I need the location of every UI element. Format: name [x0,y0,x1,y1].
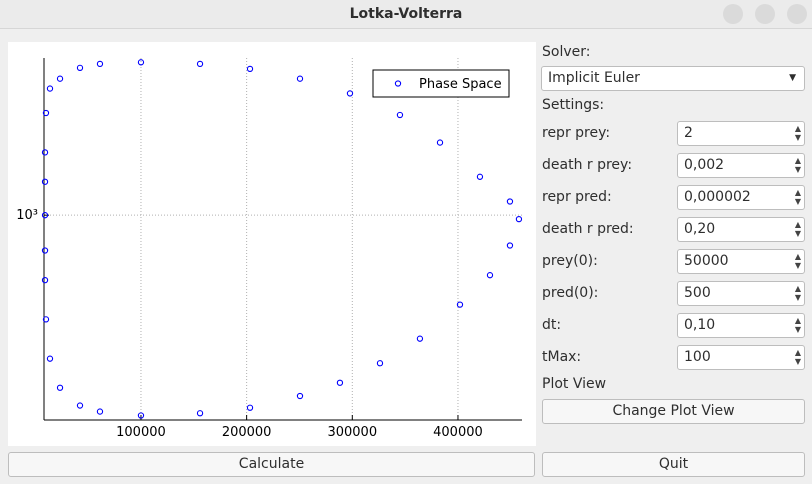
point [246,404,254,411]
point [56,75,64,82]
maximize-button[interactable] [755,4,775,24]
x-tick-label: 300000 [327,425,377,440]
minimize-button[interactable] [723,4,743,24]
close-button[interactable] [787,4,807,24]
point [336,379,344,386]
field-label: death r prey: [542,157,633,173]
legend-label: Phase Space [419,77,502,92]
y-tick-label: 10³ [16,208,38,223]
field-value: 100 [684,349,711,365]
point [41,247,49,254]
point [137,59,145,66]
point [246,65,254,73]
field-value: 0,000002 [684,189,751,205]
spin-box[interactable]: 0,000002 ▲ ▼ [677,185,805,210]
field-value: 500 [684,285,711,301]
solver-label: Solver: [542,44,591,60]
point [416,335,424,342]
field-label: prey(0): [542,253,598,269]
chart: 100000 200000 300000 400000 10³ Phase Space [8,42,536,446]
point [42,316,50,323]
point [41,178,49,185]
point [346,90,354,97]
point [41,149,49,156]
spin-arrows[interactable]: ▲ ▼ [794,220,801,238]
point [96,60,104,68]
field-label: tMax: [542,349,582,365]
spin-box[interactable]: 500 ▲ ▼ [677,281,805,306]
settings-label: Settings: [542,97,605,113]
point [506,242,514,249]
spin-box[interactable]: 2 ▲ ▼ [677,121,805,146]
spin-arrows[interactable]: ▲ ▼ [794,316,801,334]
spin-box[interactable]: 0,20 ▲ ▼ [677,217,805,242]
quit-button[interactable]: Quit [542,452,805,477]
spin-arrows[interactable]: ▲ ▼ [794,348,801,366]
point [476,173,484,180]
field-label: pred(0): [542,285,599,301]
point [46,355,54,362]
spin-arrows[interactable]: ▲ ▼ [794,156,801,174]
point [76,402,84,409]
field-value: 0,10 [684,317,716,333]
point [436,139,444,146]
field-label: dt: [542,317,562,333]
point [486,272,494,279]
field-value: 2 [684,125,693,141]
point [56,384,64,391]
field-label: repr pred: [542,189,612,205]
x-tick-label: 400000 [433,425,483,440]
point [296,75,304,82]
spin-arrows[interactable]: ▲ ▼ [794,252,801,270]
field-label: death r pred: [542,221,634,237]
point [196,410,204,417]
plot-view-label: Plot View [542,376,607,392]
spin-arrows[interactable]: ▲ ▼ [794,124,801,142]
solver-combo[interactable]: Implicit Euler ▼ [541,66,805,91]
point [506,198,514,205]
point [46,85,54,92]
point [515,215,523,223]
point [376,360,384,367]
point [137,412,145,419]
calculate-button[interactable]: Calculate [8,452,535,477]
solver-value: Implicit Euler [548,70,640,86]
point [96,408,104,415]
spin-box[interactable]: 0,10 ▲ ▼ [677,313,805,338]
spin-box[interactable]: 50000 ▲ ▼ [677,249,805,274]
spin-arrows[interactable]: ▲ ▼ [794,284,801,302]
point [42,109,50,117]
point [196,60,204,68]
spin-box[interactable]: 0,002 ▲ ▼ [677,153,805,178]
window-title: Lotka-Volterra [349,6,463,22]
change-plot-view-button[interactable]: Change Plot View [542,399,805,424]
x-tick-label: 100000 [116,425,166,440]
legend-marker [394,80,402,87]
field-value: 0,20 [684,221,716,237]
x-tick-label: 200000 [222,425,272,440]
point [76,64,84,71]
field-value: 0,002 [684,157,725,173]
field-label: repr prey: [542,125,611,141]
spin-arrows[interactable]: ▲ ▼ [794,188,801,206]
point [456,301,464,308]
title-bar [0,0,812,29]
point [41,276,49,284]
point [396,111,404,119]
spin-box[interactable]: 100 ▲ ▼ [677,345,805,370]
point [41,212,49,219]
field-value: 50000 [684,253,729,269]
point [296,392,304,400]
